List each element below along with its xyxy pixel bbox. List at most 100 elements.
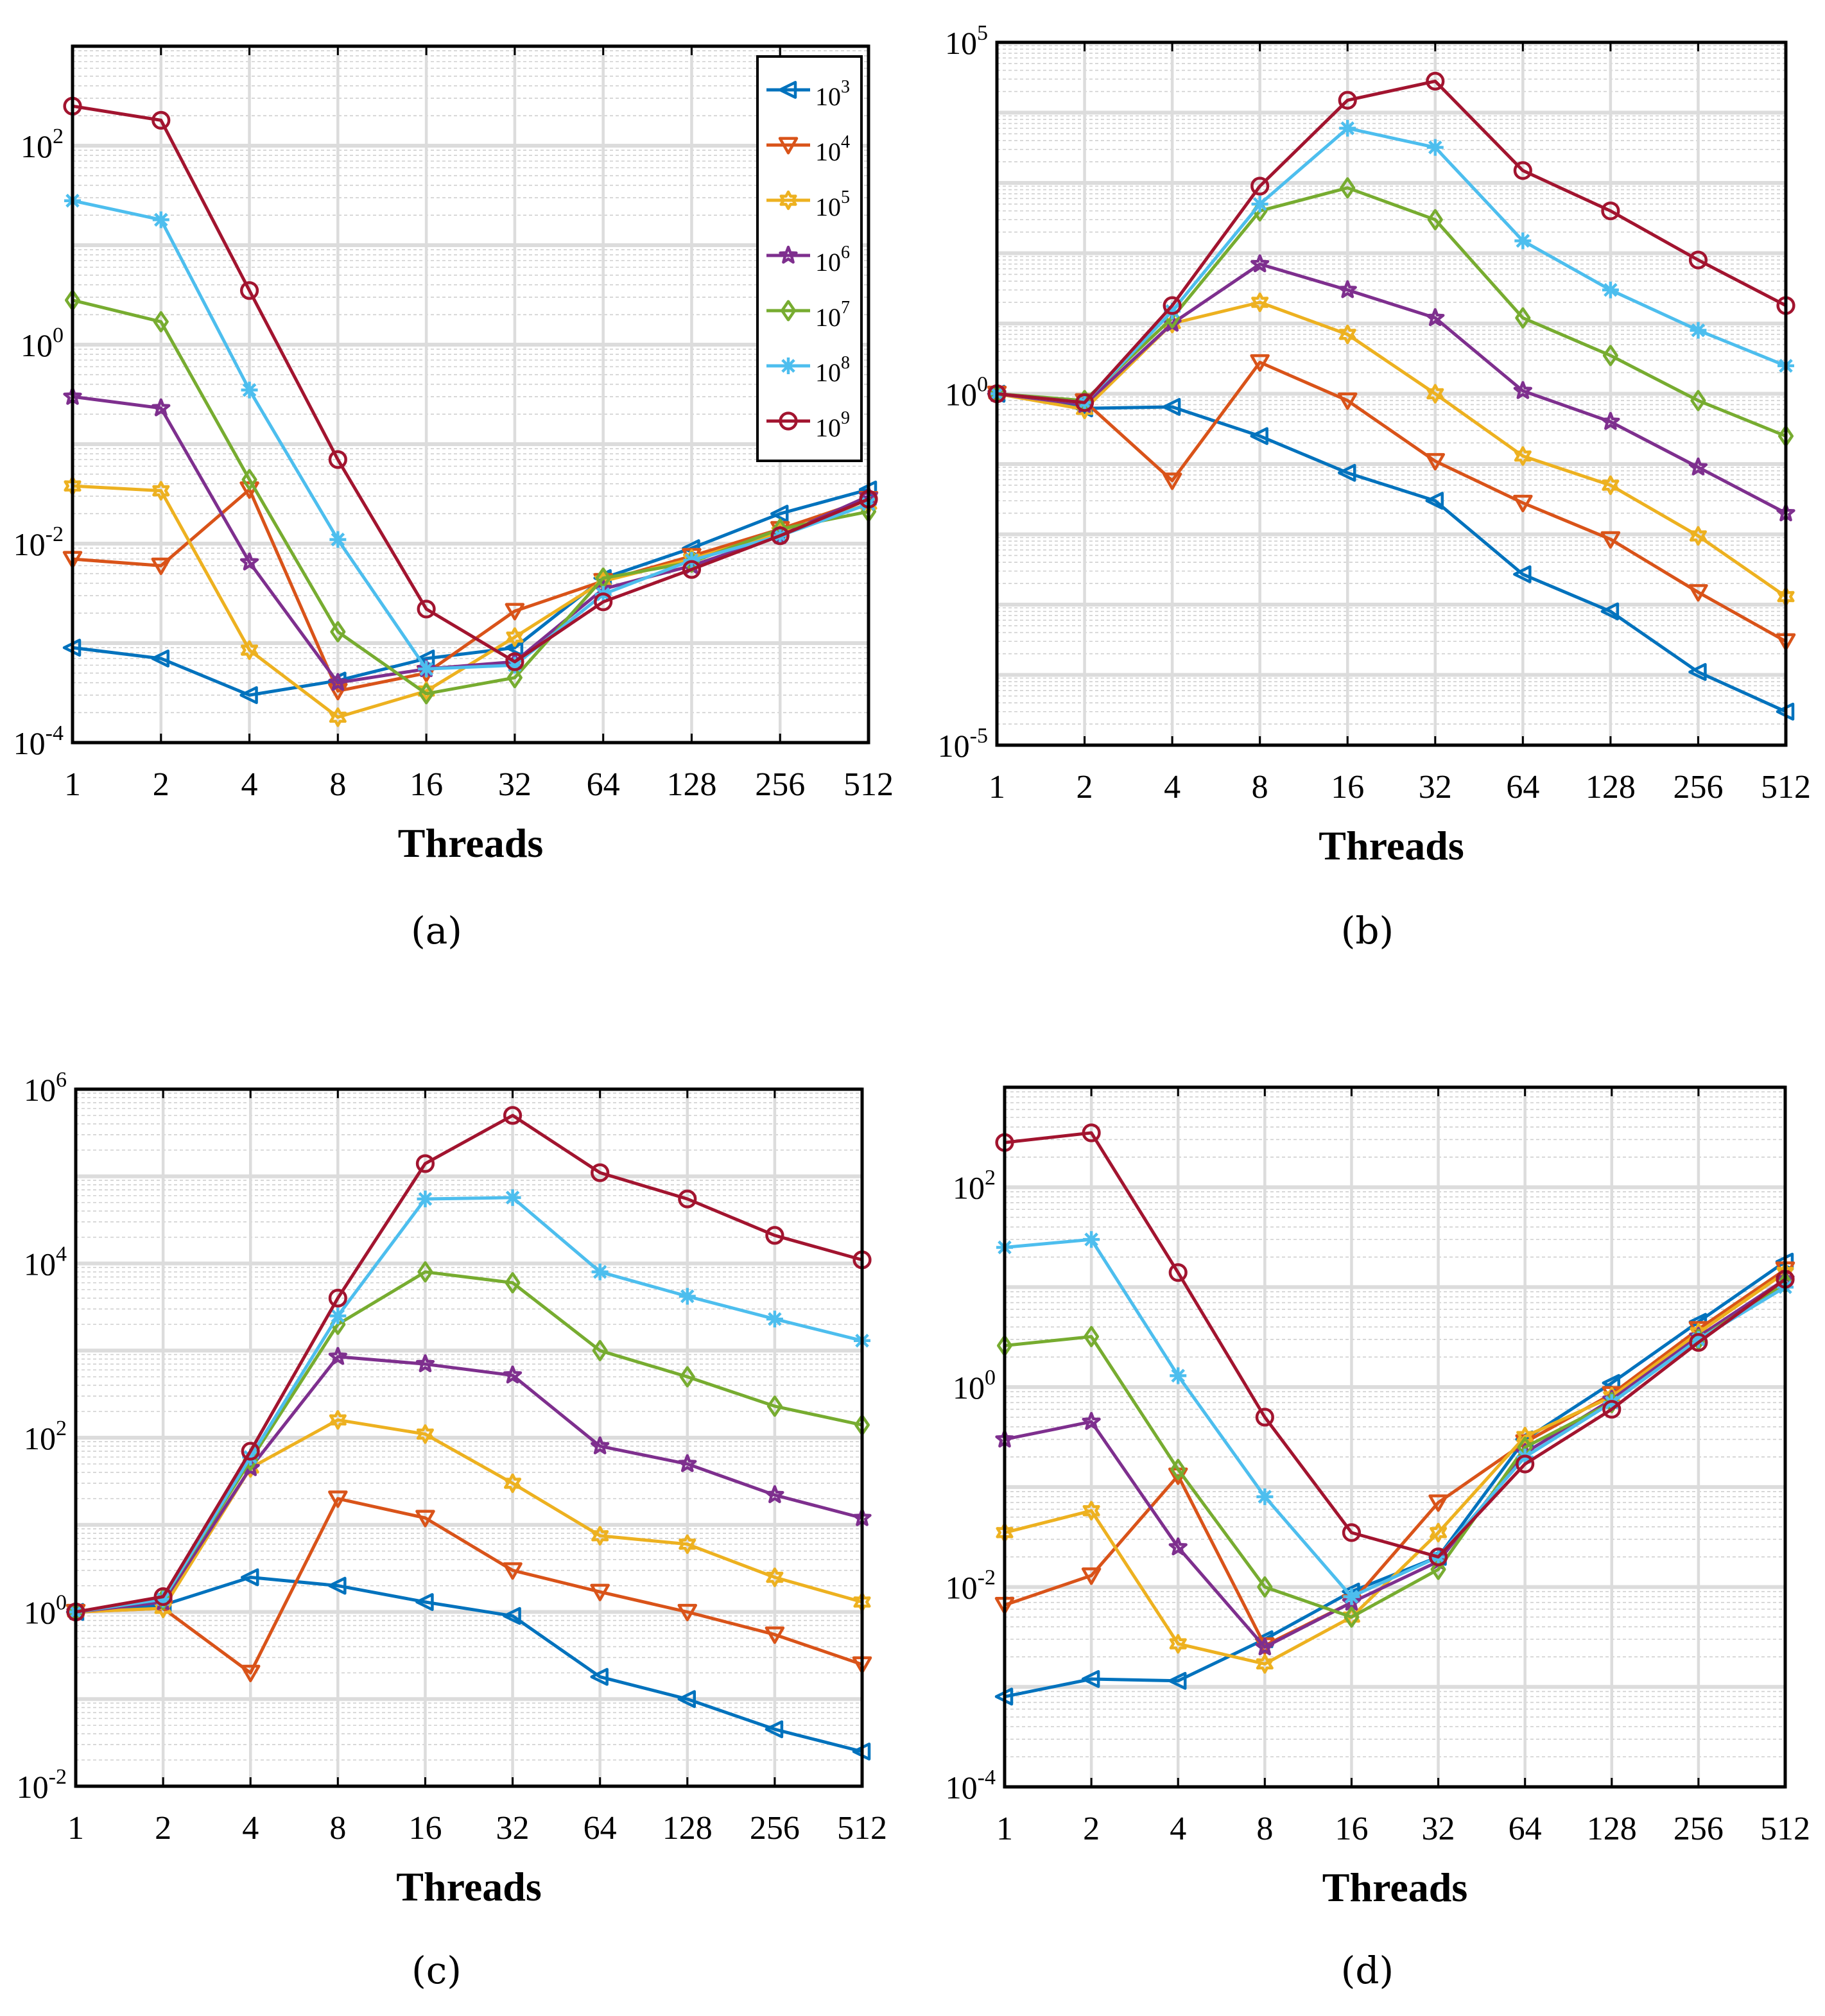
- data-point: [766, 1567, 784, 1587]
- series-10e8: [989, 119, 1794, 411]
- series-line: [75, 1114, 863, 1614]
- data-point: [1168, 1671, 1187, 1690]
- series-line: [996, 300, 1787, 598]
- y-tick-label: 104: [24, 1243, 67, 1282]
- data-point: [1338, 324, 1356, 345]
- data-point: [330, 621, 346, 642]
- data-point: [1602, 345, 1618, 366]
- data-point: [415, 1593, 434, 1611]
- x-tick-label: 2: [1077, 769, 1093, 806]
- data-point: [591, 1436, 610, 1454]
- series-line: [72, 104, 869, 664]
- series-line: [75, 1576, 863, 1753]
- x-tick-label: 8: [329, 1810, 346, 1847]
- data-point: [1425, 492, 1444, 510]
- legend-box: [756, 55, 863, 462]
- data-point: [766, 1395, 783, 1417]
- series-line: [996, 361, 1787, 643]
- data-point: [1256, 1488, 1274, 1505]
- data-point: [1251, 195, 1268, 212]
- legend-entry: 104: [766, 132, 850, 166]
- y-tick-label: 100: [24, 1591, 67, 1631]
- data-point: [1689, 526, 1707, 546]
- data-point: [1426, 139, 1444, 156]
- data-point: [153, 311, 169, 332]
- data-point: [328, 1288, 347, 1308]
- panel-a: 1 2 4 8 16 32 64 128 256 512 10-4 10-2 100 102 Threads…: [13, 44, 894, 952]
- data-point: [1170, 1367, 1187, 1384]
- x-tick-label: 32: [496, 1810, 530, 1847]
- series-line: [996, 126, 1786, 404]
- data-point: [328, 673, 347, 691]
- data-point: [329, 707, 347, 727]
- x-tick-label: 32: [498, 766, 532, 803]
- data-point: [240, 1664, 261, 1682]
- plot-area: [73, 46, 869, 743]
- legend-entry: 106: [766, 243, 850, 277]
- data-point: [240, 1568, 259, 1587]
- data-point: [505, 603, 525, 621]
- x-tick-label: 256: [1673, 769, 1723, 806]
- data-point: [1428, 1547, 1448, 1567]
- data-point: [1600, 531, 1621, 549]
- legend-marker: [778, 81, 797, 99]
- x-tick-label: 128: [1587, 1811, 1637, 1847]
- legend-marker: [779, 245, 798, 264]
- y-tick-label: 10-4: [946, 1766, 996, 1805]
- data-point: [151, 557, 171, 575]
- data-point: [506, 627, 524, 647]
- data-point: [1084, 1325, 1100, 1348]
- data-point: [1426, 71, 1445, 91]
- data-point: [503, 1607, 521, 1625]
- x-axis-label: Threads: [1322, 1865, 1467, 1910]
- data-point: [1602, 1400, 1622, 1419]
- data-point: [1516, 1454, 1535, 1474]
- axes-frame: [1003, 1085, 1787, 1789]
- series-10e4: [987, 354, 1796, 651]
- series-line: [1004, 1131, 1786, 1559]
- data-point: [1430, 1522, 1448, 1543]
- data-point: [770, 526, 790, 546]
- data-point: [1250, 427, 1268, 445]
- data-point: [153, 1587, 173, 1607]
- data-point: [1344, 1606, 1360, 1628]
- series-10e8: [64, 192, 877, 678]
- x-tick-label: 64: [1509, 1811, 1542, 1847]
- data-point: [1339, 119, 1356, 137]
- series-line: [996, 186, 1786, 438]
- data-point: [1255, 1637, 1274, 1656]
- legend-entry: 103: [766, 77, 850, 111]
- data-point: [1514, 446, 1532, 466]
- data-point: [1430, 1558, 1446, 1580]
- x-tick-label: 512: [843, 766, 894, 803]
- series-line: [75, 1497, 863, 1675]
- data-point: [328, 450, 347, 469]
- data-point: [1162, 472, 1182, 490]
- data-point: [1250, 254, 1270, 273]
- data-point: [152, 481, 170, 501]
- data-point: [505, 1272, 521, 1294]
- data-point: [1251, 292, 1269, 313]
- panel-label: (b): [1341, 909, 1394, 952]
- data-point: [1168, 1537, 1188, 1556]
- data-point: [679, 1534, 696, 1555]
- data-point: [329, 531, 347, 548]
- legend-entry: 107: [766, 298, 850, 332]
- data-point: [419, 683, 435, 705]
- data-point: [1513, 381, 1532, 399]
- x-tick-label: 4: [241, 766, 258, 803]
- data-point: [417, 1190, 434, 1207]
- y-tick-label: 10-2: [17, 1765, 67, 1805]
- data-point: [1343, 1588, 1360, 1605]
- x-tick-label: 256: [1674, 1811, 1724, 1847]
- grid: [997, 40, 1786, 747]
- series-line: [1004, 1237, 1786, 1599]
- data-point: [1250, 177, 1270, 196]
- legend-label: 104: [815, 132, 850, 166]
- y-tick-label: 100: [945, 373, 988, 413]
- data-point: [682, 560, 702, 579]
- x-tick-label: 128: [1586, 769, 1636, 806]
- x-tick-label: 1: [67, 1810, 84, 1847]
- y-tick-label: 106: [24, 1068, 67, 1108]
- x-tick-label: 512: [1761, 769, 1811, 806]
